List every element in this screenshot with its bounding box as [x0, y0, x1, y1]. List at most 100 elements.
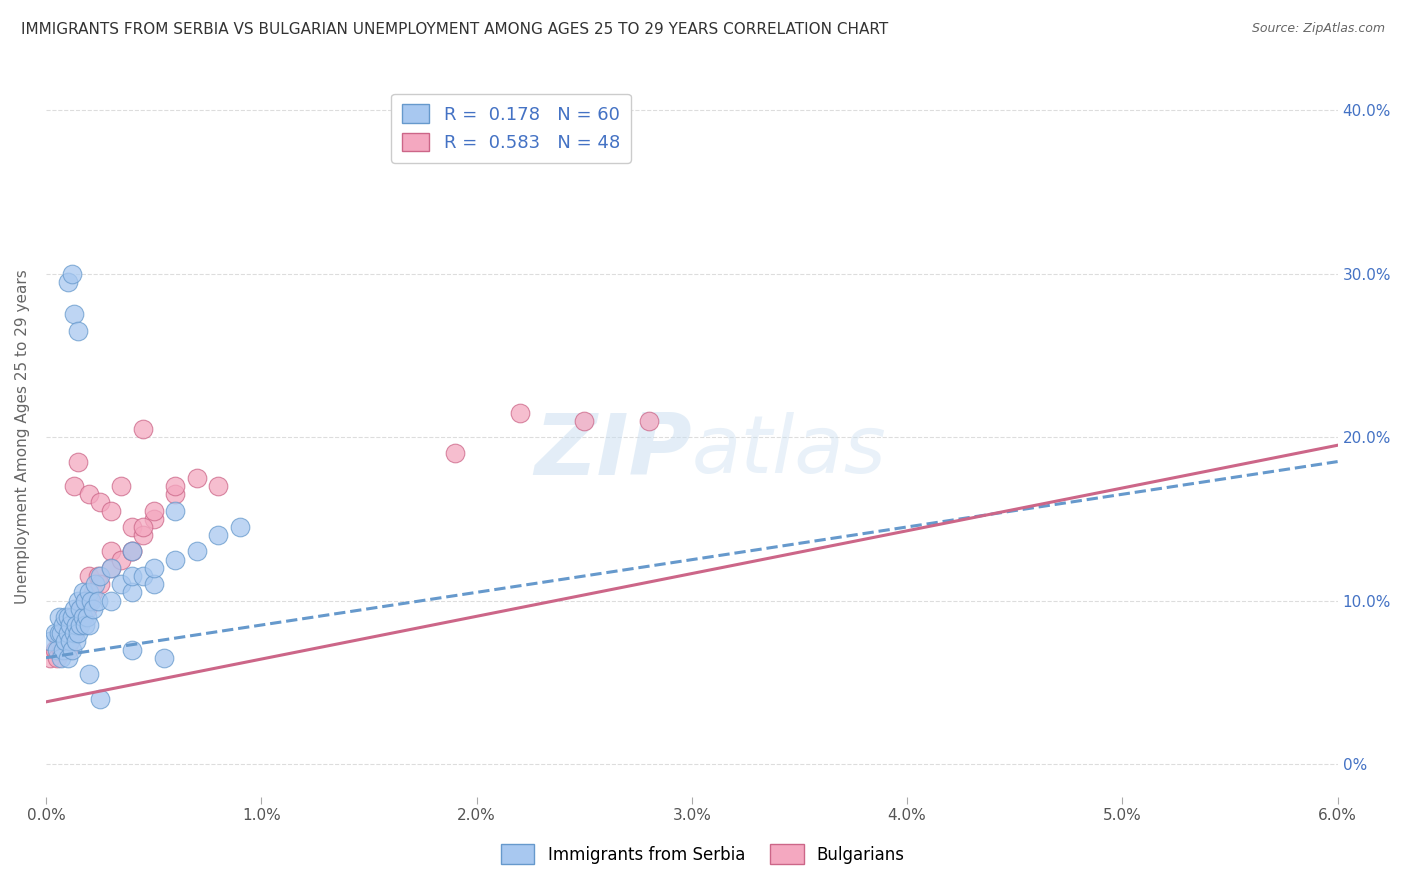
Point [121, 569, 143, 583]
Point [142, 512, 165, 526]
Point [142, 561, 165, 575]
Point [132, 520, 155, 534]
Point [509, 405, 531, 419]
Point [48, 626, 70, 640]
Point [72, 610, 94, 624]
Legend: R =  0.178   N = 60, R =  0.583   N = 48: R = 0.178 N = 60, R = 0.583 N = 48 [391, 94, 631, 163]
Point [77, 618, 100, 632]
Point [132, 528, 155, 542]
Point [56, 626, 79, 640]
Point [89, 691, 111, 706]
Point [444, 446, 467, 460]
Point [165, 552, 187, 566]
Point [165, 487, 187, 501]
Point [77, 487, 100, 501]
Point [52, 642, 75, 657]
Point [228, 520, 250, 534]
Point [44, 626, 66, 640]
Point [121, 544, 143, 558]
Point [59, 634, 82, 648]
Point [82, 585, 104, 599]
Point [207, 479, 229, 493]
Point [60, 267, 83, 281]
Point [121, 544, 143, 558]
Point [89, 495, 111, 509]
Point [100, 593, 122, 607]
Y-axis label: Unemployment Among Ages 25 to 29 years: Unemployment Among Ages 25 to 29 years [15, 269, 30, 605]
Point [77, 667, 100, 681]
Text: ZIP: ZIP [534, 410, 692, 493]
Point [52, 634, 75, 648]
Point [49, 642, 72, 657]
Point [100, 561, 122, 575]
Point [59, 618, 82, 632]
Point [67, 454, 90, 468]
Point [65, 610, 87, 624]
Point [73, 593, 96, 607]
Point [110, 479, 132, 493]
Text: IMMIGRANTS FROM SERBIA VS BULGARIAN UNEMPLOYMENT AMONG AGES 25 TO 29 YEARS CORRE: IMMIGRANTS FROM SERBIA VS BULGARIAN UNEM… [21, 22, 889, 37]
Text: atlas: atlas [692, 412, 887, 491]
Legend: Immigrants from Serbia, Bulgarians: Immigrants from Serbia, Bulgarians [495, 838, 911, 871]
Point [60, 642, 83, 657]
Point [100, 561, 122, 575]
Point [48, 610, 70, 624]
Point [48, 634, 70, 648]
Point [121, 585, 143, 599]
Point [572, 414, 595, 428]
Point [77, 569, 100, 583]
Point [45, 642, 67, 657]
Point [63, 626, 86, 640]
Point [59, 634, 82, 648]
Point [56, 650, 79, 665]
Point [89, 569, 111, 583]
Point [56, 618, 79, 632]
Point [69, 618, 91, 632]
Point [67, 618, 90, 632]
Point [637, 414, 659, 428]
Point [207, 528, 229, 542]
Point [52, 618, 75, 632]
Point [67, 593, 90, 607]
Point [53, 610, 76, 624]
Point [142, 577, 165, 591]
Point [39, 650, 62, 665]
Point [186, 544, 208, 558]
Point [165, 503, 187, 517]
Point [69, 601, 91, 615]
Point [45, 650, 67, 665]
Point [186, 471, 208, 485]
Point [77, 593, 100, 607]
Point [44, 642, 66, 657]
Point [84, 577, 107, 591]
Point [67, 626, 90, 640]
Point [72, 585, 94, 599]
Point [77, 585, 100, 599]
Point [73, 593, 96, 607]
Point [60, 610, 83, 624]
Point [63, 626, 86, 640]
Point [65, 618, 87, 632]
Point [100, 544, 122, 558]
Point [49, 626, 72, 640]
Text: Source: ZipAtlas.com: Source: ZipAtlas.com [1251, 22, 1385, 36]
Point [80, 593, 103, 607]
Point [39, 634, 62, 648]
Point [63, 601, 86, 615]
Point [49, 650, 72, 665]
Point [69, 601, 91, 615]
Point [86, 569, 108, 583]
Point [76, 601, 98, 615]
Point [63, 308, 86, 322]
Point [56, 642, 79, 657]
Point [53, 626, 76, 640]
Point [142, 503, 165, 517]
Point [121, 520, 143, 534]
Point [56, 275, 79, 289]
Point [132, 569, 155, 583]
Point [53, 634, 76, 648]
Point [63, 479, 86, 493]
Point [153, 650, 176, 665]
Point [132, 422, 155, 436]
Point [110, 552, 132, 566]
